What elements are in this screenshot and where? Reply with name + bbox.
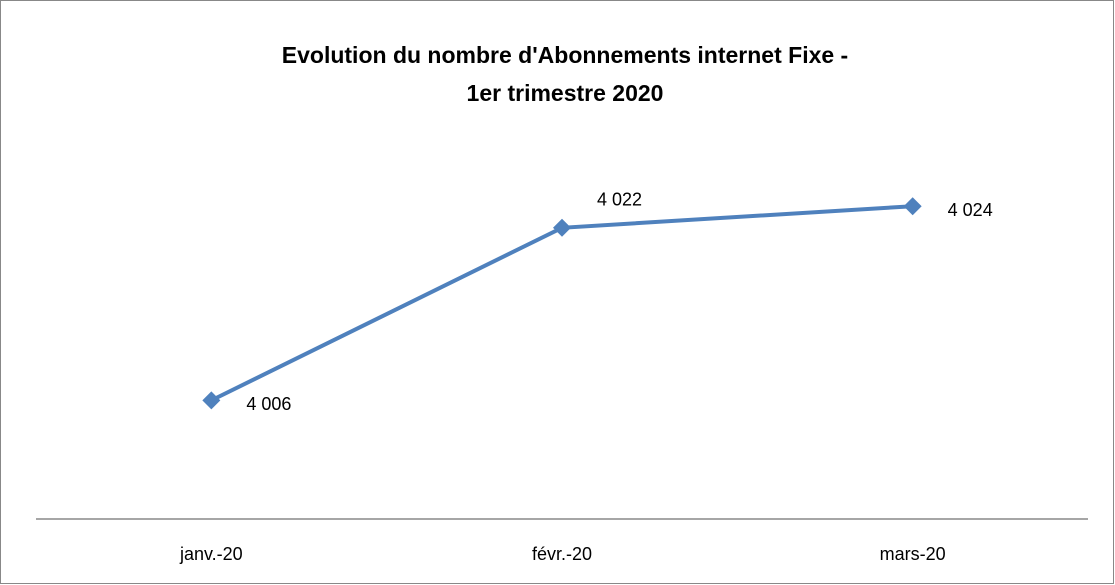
marker bbox=[202, 391, 221, 410]
marker bbox=[903, 197, 922, 216]
chart-title: 1er trimestre 2020 bbox=[467, 80, 664, 106]
data-label: 4 024 bbox=[948, 200, 993, 220]
x-tick-label: mars-20 bbox=[880, 544, 946, 564]
data-label: 4 022 bbox=[597, 190, 642, 210]
chart-title: Evolution du nombre d'Abonnements intern… bbox=[282, 42, 848, 68]
x-tick-label: févr.-20 bbox=[532, 544, 592, 564]
x-tick-label: janv.-20 bbox=[179, 544, 243, 564]
marker bbox=[553, 218, 571, 237]
data-label: 4 006 bbox=[246, 394, 291, 414]
